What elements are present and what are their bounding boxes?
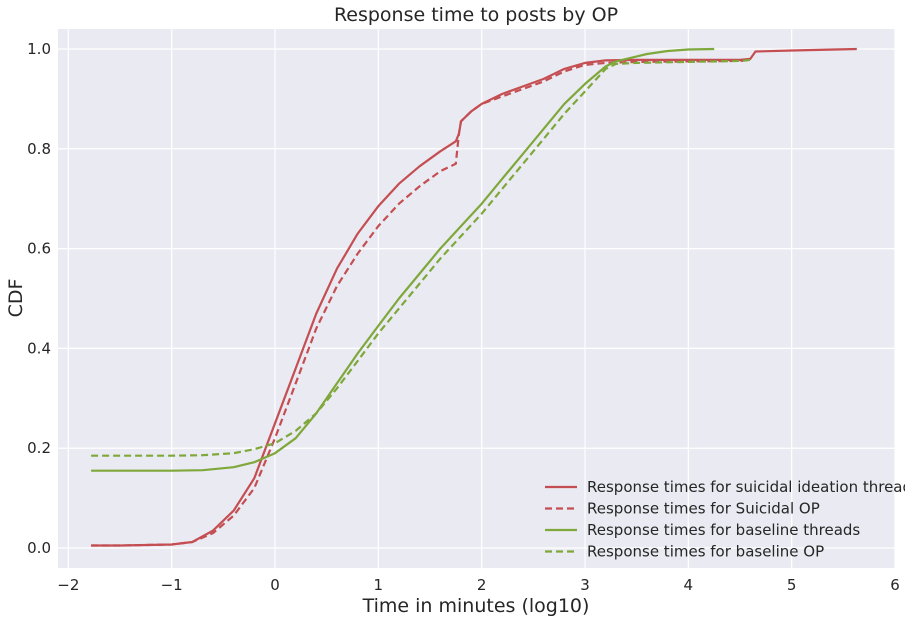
y-tick-label: 0.6 — [27, 240, 51, 258]
chart-title: Response time to posts by OP — [334, 4, 618, 26]
x-tick-labels: −2 −1 0 1 2 3 4 5 6 — [57, 576, 900, 594]
grid-lines — [58, 29, 896, 568]
x-tick-label: 0 — [270, 576, 280, 594]
series-line-3 — [91, 47, 715, 472]
y-tick-label: 0.2 — [27, 439, 51, 457]
y-tick-label: 1.0 — [27, 40, 51, 58]
x-tick-label: 3 — [580, 576, 590, 594]
plot-background — [58, 29, 895, 568]
y-tick-label: 0.8 — [27, 140, 51, 158]
x-tick-label: −2 — [57, 576, 79, 594]
x-tick-label: 1 — [374, 576, 384, 594]
x-tick-label: −1 — [161, 576, 183, 594]
legend-label: Response times for Suicidal OP — [587, 500, 820, 518]
x-tick-label: 2 — [477, 576, 487, 594]
series-line-4 — [91, 58, 751, 457]
legend-label: Response times for suicidal ideation thr… — [587, 478, 905, 496]
series-lines — [91, 47, 857, 547]
y-tick-label: 0.4 — [27, 339, 51, 357]
y-tick-label: 0.0 — [27, 539, 51, 557]
y-axis-label: CDF — [5, 279, 27, 318]
y-tick-labels: 0.0 0.2 0.4 0.6 0.8 1.0 — [27, 40, 51, 557]
x-axis-label: Time in minutes (log10) — [362, 595, 590, 617]
legend: Response times for suicidal ideation thr… — [545, 478, 905, 561]
legend-label: Response times for baseline OP — [587, 543, 824, 561]
x-tick-label: 4 — [684, 576, 694, 594]
x-tick-label: 6 — [890, 576, 900, 594]
legend-label: Response times for baseline threads — [587, 521, 860, 539]
series-line-1 — [91, 47, 857, 547]
x-tick-label: 5 — [787, 576, 797, 594]
